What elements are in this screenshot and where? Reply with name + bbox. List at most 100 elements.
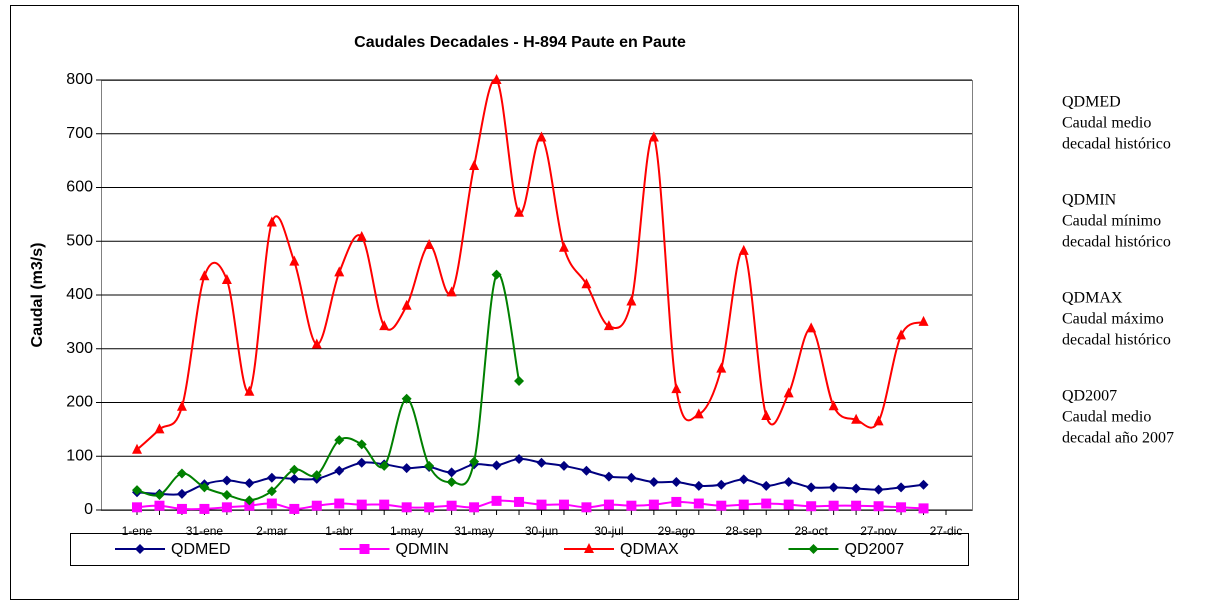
data-point [266,216,277,227]
data-point [514,453,525,464]
data-point [244,495,255,506]
data-point [221,502,232,513]
data-point [738,244,749,255]
data-point [379,320,390,331]
data-point [289,255,300,266]
data-point [446,477,457,488]
data-point [221,475,232,486]
data-point [806,501,817,512]
data-point [401,299,412,310]
data-point [334,266,345,277]
legend-label: QDMIN [396,541,449,558]
data-point [896,502,907,513]
data-point [806,322,817,333]
data-point [671,383,682,394]
data-point [356,457,367,468]
data-point [199,482,210,493]
y-tick-label: 800 [66,71,93,88]
data-point [693,408,704,419]
data-point [154,489,165,500]
data-point [536,457,547,468]
data-point [266,472,277,483]
data-point [132,502,142,513]
data-point [873,415,884,426]
legend-marker [808,544,819,554]
note-text: Caudal medio [1062,409,1151,426]
data-point [918,479,929,490]
data-point [648,477,659,488]
note-text: Caudal máximo [1062,311,1164,328]
data-point [873,501,884,512]
data-point [716,479,727,490]
data-point [176,503,187,514]
data-point [648,499,659,510]
data-point [424,239,435,250]
data-point [806,482,817,493]
data-point [603,471,614,482]
legend-label: QDMED [171,541,231,558]
data-point [221,273,232,284]
data-point [851,500,862,511]
data-point [401,502,412,513]
legend-marker [584,543,594,553]
data-point [176,400,187,411]
data-point [446,286,457,297]
data-point [491,495,502,506]
data-point [558,460,569,471]
data-point [918,503,929,514]
data-point [626,295,637,306]
data-point [783,499,794,510]
data-point [828,482,839,493]
data-point [603,320,614,331]
note-title: QDMAX [1062,290,1123,307]
note-text: decadal histórico [1062,332,1171,349]
data-point [356,439,367,450]
data-point [244,385,255,396]
data-point [828,400,839,411]
x-tick-label: 28-sep [725,524,762,538]
x-tick-label: 28-oct [794,524,828,538]
data-point [783,387,794,398]
data-point [603,499,614,510]
data-point [896,482,907,493]
data-point [671,477,682,488]
note-title: QDMIN [1062,192,1117,209]
data-point [761,498,772,509]
data-point [693,498,704,509]
data-point [356,230,367,241]
data-point [424,502,435,513]
data-point [132,485,142,496]
data-point [289,503,300,514]
data-point [491,269,502,280]
data-point [828,500,839,511]
data-point [244,478,255,489]
x-tick-label: 31-may [454,524,494,538]
note-title: QD2007 [1062,388,1117,405]
data-point [401,393,412,404]
data-point [469,456,480,467]
x-tick-label: 2-mar [256,524,287,538]
y-tick-label: 400 [66,286,93,303]
legend-marker [359,544,370,554]
note-text: decadal histórico [1062,234,1171,251]
data-point [648,131,659,142]
note-text: decadal año 2007 [1062,430,1174,447]
data-point [289,473,300,484]
data-point [716,500,727,511]
data-point [896,329,907,340]
data-point [469,502,480,513]
data-point [558,499,569,510]
data-point [693,480,704,491]
data-point [491,74,502,84]
data-point [536,131,547,142]
data-point [244,500,255,511]
note-text: Caudal medio [1062,115,1151,132]
data-point [334,465,345,476]
y-tick-label: 500 [66,232,93,249]
data-point [401,463,412,474]
y-tick-label: 0 [84,501,93,518]
data-point [266,498,277,509]
x-tick-label: 27-nov [860,524,897,538]
